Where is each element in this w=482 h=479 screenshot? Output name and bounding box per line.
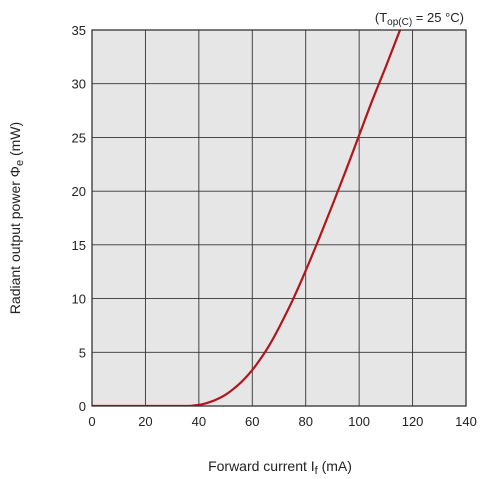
x-tick-label: 20 xyxy=(138,414,152,429)
x-tick-label: 40 xyxy=(192,414,206,429)
y-tick-label: 0 xyxy=(79,399,86,414)
tick-labels: 0 20 40 60 80 100 120 140 0 5 10 15 20 25 30 35 xyxy=(72,23,477,429)
y-tick-label: 35 xyxy=(72,23,86,38)
plot-background xyxy=(92,30,466,406)
y-tick-label: 5 xyxy=(79,345,86,360)
x-axis-title-sub: f xyxy=(315,465,319,477)
plot-frame xyxy=(91,29,467,407)
series-line xyxy=(92,30,402,406)
y-tick-label: 30 xyxy=(72,77,86,92)
x-tick-label: 80 xyxy=(298,414,312,429)
y-tick-label: 20 xyxy=(72,184,86,199)
y-tick-label: 15 xyxy=(72,238,86,253)
y-axis-title: Radiant output power Φe (mW) xyxy=(7,122,26,314)
condition-annotation: (Top(C) = 25 °C) xyxy=(375,10,464,28)
grid xyxy=(92,30,466,406)
y-tick-label: 10 xyxy=(72,292,86,307)
x-tick-label: 140 xyxy=(455,414,477,429)
condition-annotation-sub: op(C) xyxy=(387,17,412,28)
x-tick-label: 100 xyxy=(348,414,370,429)
x-axis-title: Forward current If (mA) xyxy=(208,458,352,477)
x-tick-label: 120 xyxy=(402,414,424,429)
y-tick-label: 25 xyxy=(72,130,86,145)
x-tick-label: 60 xyxy=(245,414,259,429)
y-axis-title-sub: e xyxy=(14,160,26,166)
x-tick-label: 0 xyxy=(88,414,95,429)
series-layer xyxy=(92,30,402,406)
